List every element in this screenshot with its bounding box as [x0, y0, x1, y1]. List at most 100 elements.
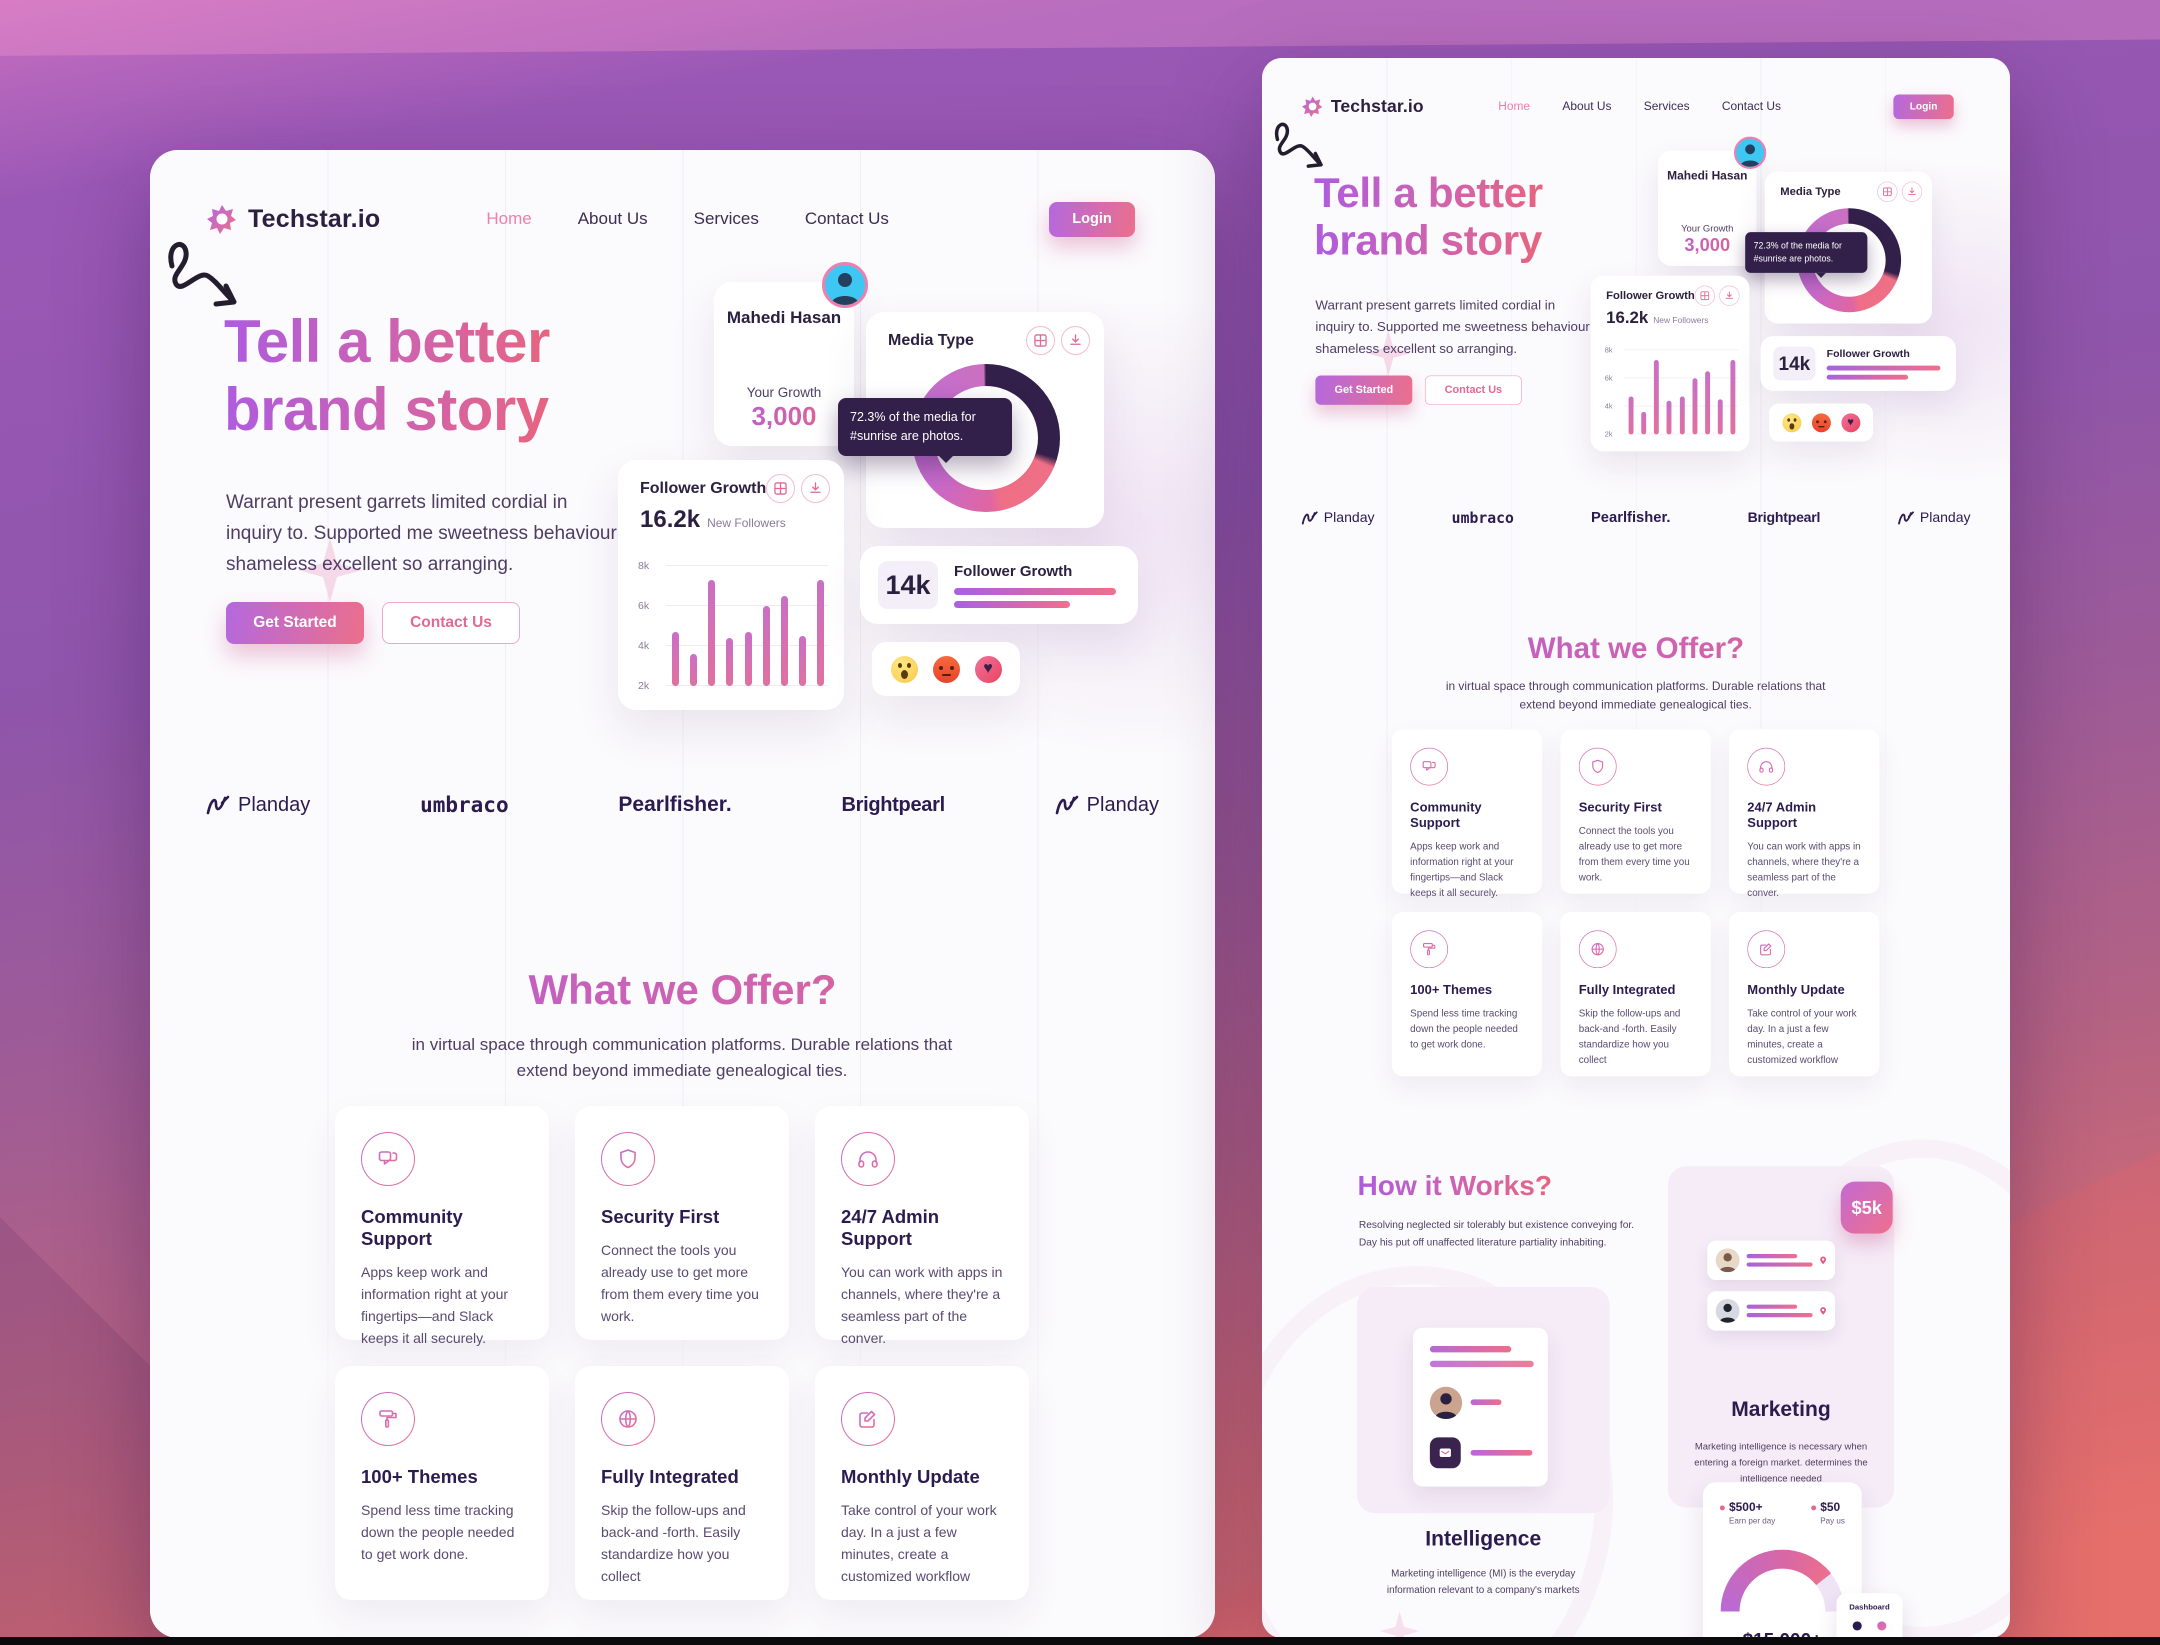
nav-item-about[interactable]: About Us: [577, 209, 648, 228]
y-tick-label: 4k: [638, 639, 650, 652]
bar: [1704, 371, 1710, 435]
login-button[interactable]: Login: [1893, 94, 1954, 119]
chat-icon: [361, 1132, 415, 1186]
brand-logo[interactable]: Techstar.io: [206, 203, 380, 235]
logo-pearlfisher: Pearlfisher.: [1590, 509, 1671, 526]
grid-icon[interactable]: [766, 474, 795, 503]
offer-cards-grid: Community Support Apps keep work and inf…: [1391, 729, 1880, 1077]
grid-icon[interactable]: [1026, 326, 1055, 355]
download-icon[interactable]: [1061, 326, 1090, 355]
contact-us-button[interactable]: Contact Us: [382, 602, 520, 644]
follower-count: 16.2k New Followers: [1606, 308, 1708, 328]
offer-card-title: Monthly Update: [1747, 982, 1845, 997]
reactions-card: ♥: [1769, 403, 1874, 442]
marketing-body: Marketing intelligence is necessary when…: [1694, 1440, 1868, 1484]
contact-us-button[interactable]: Contact Us: [1424, 375, 1522, 405]
nav-item-contact[interactable]: Contact Us: [1721, 99, 1781, 113]
offer-card-community-support[interactable]: Community Support Apps keep work and inf…: [335, 1106, 549, 1346]
angry-reaction-icon[interactable]: [1811, 413, 1831, 432]
bar: [780, 596, 788, 686]
profile-name: Mahedi Hasan: [1667, 168, 1748, 183]
pay-stat: $50 Pay us: [1811, 1501, 1845, 1526]
download-icon[interactable]: [801, 474, 830, 503]
avatar: [822, 262, 868, 308]
bar: [1730, 360, 1736, 435]
hero-title-line1: Tell a better: [224, 308, 550, 375]
login-button[interactable]: Login: [1049, 201, 1135, 237]
love-reaction-icon[interactable]: ♥: [1841, 413, 1861, 432]
planday-icon: [206, 795, 230, 815]
paint-roller-icon: [1410, 930, 1448, 968]
progress-bar: [1429, 1360, 1534, 1368]
offer-card-monthly-update[interactable]: Monthly Update Take control of your work…: [815, 1366, 1029, 1600]
text-placeholder-bars: [1746, 1254, 1813, 1267]
y-tick-label: 8k: [1604, 345, 1613, 355]
offer-card-security-first[interactable]: Security First Connect the tools you alr…: [1560, 729, 1711, 894]
follower-growth-title: Follower Growth: [1606, 289, 1695, 302]
download-icon[interactable]: [1719, 285, 1740, 306]
intelligence-illustration: [1356, 1287, 1610, 1514]
y-tick-label: 4k: [1604, 402, 1613, 411]
follower-count-value: 16.2k: [640, 506, 701, 533]
follower-bar-chart: 8k 6k 4k 2k: [638, 556, 828, 692]
get-started-button[interactable]: Get Started: [1315, 375, 1413, 405]
offer-card-body: Skip the follow-ups and back-and -forth.…: [601, 1502, 746, 1585]
legend-dot: [1719, 1505, 1725, 1511]
angry-reaction-icon[interactable]: [932, 655, 960, 683]
nav-item-about[interactable]: About Us: [1562, 99, 1612, 113]
offer-card-admin-support[interactable]: 24/7 Admin Support You can work with app…: [1729, 729, 1880, 898]
site-header: Techstar.io Home About Us Services Conta…: [150, 150, 1215, 254]
get-started-button[interactable]: Get Started: [226, 602, 364, 644]
grid-icon[interactable]: [1694, 285, 1715, 306]
progress-bar: [954, 600, 1070, 608]
follower-growth-title: Follower Growth: [640, 480, 767, 497]
love-reaction-icon[interactable]: ♥: [974, 655, 1002, 683]
offer-card-fully-integrated[interactable]: Fully Integrated Skip the follow-ups and…: [1560, 911, 1711, 1077]
earnings-stats: $500+ Earn per day $50 Pay us: [1719, 1500, 1845, 1526]
wow-reaction-icon[interactable]: [890, 655, 918, 683]
offer-card-themes[interactable]: 100+ Themes Spend less time tracking dow…: [1391, 911, 1543, 1077]
main-nav: Home About Us Services Contact Us: [486, 209, 889, 229]
marketing-illustration: $5k Marketing Marketing in: [1667, 1166, 1895, 1508]
earnings-card: $500+ Earn per day $50 Pay us $15,000+: [1703, 1482, 1862, 1638]
offer-card-body: Apps keep work and information right at …: [1410, 840, 1514, 899]
logo-brightpearl: Brightpearl: [841, 793, 945, 816]
follower-growth-card: Follower Growth 16.2k New Followers 8k 6…: [1590, 275, 1750, 452]
logo-brightpearl: Brightpearl: [1747, 509, 1821, 526]
offer-card-community-support[interactable]: Community Support Apps keep work and inf…: [1391, 729, 1543, 898]
download-icon[interactable]: [1901, 181, 1923, 202]
bar: [744, 632, 752, 686]
bar: [690, 654, 698, 686]
offer-card-fully-integrated[interactable]: Fully Integrated Skip the follow-ups and…: [575, 1366, 789, 1600]
landing-page: Techstar.io Home About Us Services Conta…: [150, 150, 1215, 1638]
earn-value: $500+: [1729, 1500, 1763, 1514]
growth-label: Your Growth: [746, 385, 822, 400]
landing-page-artboard-large: Techstar.io Home About Us Services Conta…: [150, 150, 1215, 1638]
nav-item-services[interactable]: Services: [1643, 99, 1690, 113]
wow-reaction-icon[interactable]: [1782, 413, 1802, 432]
card-actions: [766, 474, 830, 503]
nav-item-home[interactable]: Home: [1498, 99, 1531, 113]
bar: [1654, 360, 1659, 435]
bar-series: [672, 556, 824, 686]
offer-card-themes[interactable]: 100+ Themes Spend less time tracking dow…: [335, 1366, 549, 1600]
logo-planday-2: Planday: [1897, 510, 1971, 526]
bar: [1628, 396, 1634, 435]
grid-icon[interactable]: [1877, 181, 1898, 202]
nav-item-home[interactable]: Home: [486, 209, 532, 228]
offer-card-admin-support[interactable]: 24/7 Admin Support You can work with app…: [815, 1106, 1029, 1346]
media-type-title: Media Type: [888, 332, 974, 349]
offer-card-title: 24/7 Admin Support: [841, 1206, 940, 1249]
nav-item-contact[interactable]: Contact Us: [804, 209, 889, 228]
nav-item-services[interactable]: Services: [693, 209, 759, 228]
brand-logo[interactable]: Techstar.io: [1301, 95, 1424, 117]
earnings-total: $15,000+: [1703, 1630, 1862, 1638]
bar: [798, 635, 806, 686]
offer-card-title: Community Support: [1410, 799, 1482, 830]
landing-page: Techstar.io Home About Us Services Conta…: [1262, 58, 2010, 1638]
person-avatar-icon: [1740, 144, 1760, 167]
offer-card-security-first[interactable]: Security First Connect the tools you alr…: [575, 1106, 789, 1340]
site-header: Techstar.io Home About Us Services Conta…: [1262, 58, 2010, 131]
offer-card-title: Community Support: [361, 1206, 463, 1249]
offer-card-monthly-update[interactable]: Monthly Update Take control of your work…: [1729, 911, 1880, 1077]
